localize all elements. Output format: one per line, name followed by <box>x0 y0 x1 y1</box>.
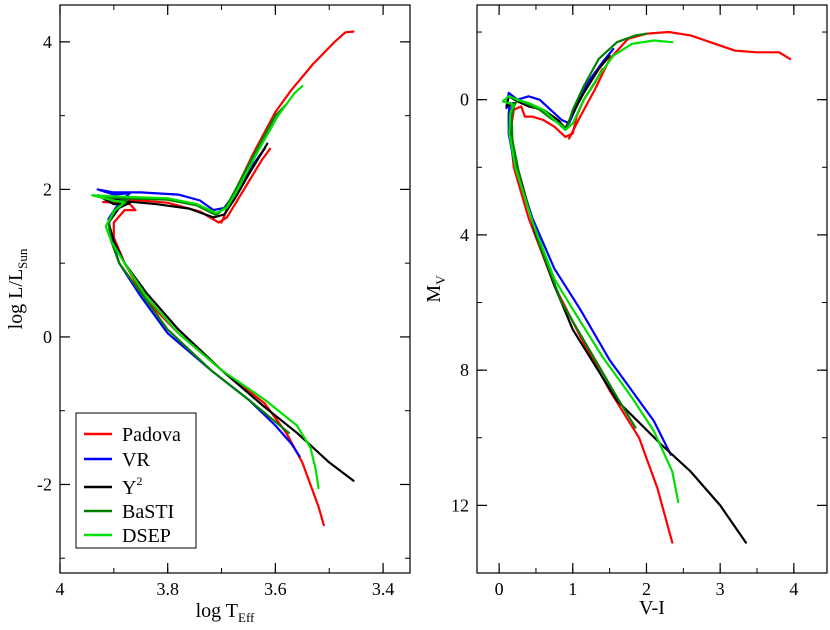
series-line-dsep <box>501 39 680 504</box>
left-panel: 4 3.8 3.6 3.4 4 2 0 -2 log TEff log L/LSun Pado… <box>5 4 411 625</box>
y-tick-label: -2 <box>37 474 52 494</box>
x-tick-label: 0 <box>495 579 504 599</box>
right-ylabel: MV <box>423 275 448 303</box>
left-xlabel: log TEff <box>196 600 255 625</box>
legend-entry-padova: Padova <box>84 424 181 446</box>
y-tick-label: 4 <box>43 32 52 52</box>
legend-entry-y2: Y2 <box>84 474 142 499</box>
x-tick-label: 2 <box>642 579 651 599</box>
y-tick-label: 2 <box>43 179 52 199</box>
legend-box <box>75 412 197 549</box>
right-series <box>501 30 792 544</box>
left-ticks: 4 3.8 3.6 3.4 4 2 0 -2 <box>37 5 410 599</box>
legend-label-y2: Y2 <box>122 474 142 499</box>
x-tick-label: 3.6 <box>264 579 287 599</box>
legend: Padova VR Y2 BaSTI DSEP <box>75 412 197 549</box>
legend-entry-vr: VR <box>84 449 150 471</box>
x-tick-label: 4 <box>56 579 65 599</box>
right-plot-frame <box>476 4 828 574</box>
x-tick-label: 3.8 <box>156 579 179 599</box>
x-tick-label: 3.4 <box>372 579 395 599</box>
left-series <box>91 30 355 527</box>
x-tick-label: 4 <box>789 579 798 599</box>
y-tick-label: 0 <box>43 327 52 347</box>
y-tick-label: 0 <box>460 90 469 110</box>
x-tick-label: 1 <box>568 579 577 599</box>
legend-label-dsep: DSEP <box>122 525 171 547</box>
series-line-basti <box>510 32 648 429</box>
series-line-padova <box>509 68 674 544</box>
x-tick-label: 3 <box>716 579 725 599</box>
legend-label-padova: Padova <box>122 424 181 446</box>
right-xlabel: V-I <box>639 597 665 619</box>
series-line-y2 <box>96 142 355 482</box>
legend-entry-basti: BaSTI <box>84 501 174 523</box>
y-tick-label: 8 <box>460 360 469 380</box>
y-tick-label: 12 <box>451 495 469 515</box>
series-line-padova-upper <box>568 30 792 140</box>
series-line-y2 <box>505 54 747 544</box>
legend-entry-dsep: DSEP <box>84 525 171 547</box>
series-line-dsep <box>91 85 320 490</box>
legend-label-basti: BaSTI <box>122 501 174 523</box>
legend-label-vr: VR <box>122 449 150 471</box>
left-plot-frame <box>59 4 411 574</box>
y-tick-label: 4 <box>460 225 469 245</box>
left-ylabel: log L/LSun <box>5 248 30 329</box>
series-line-vr <box>505 47 672 456</box>
